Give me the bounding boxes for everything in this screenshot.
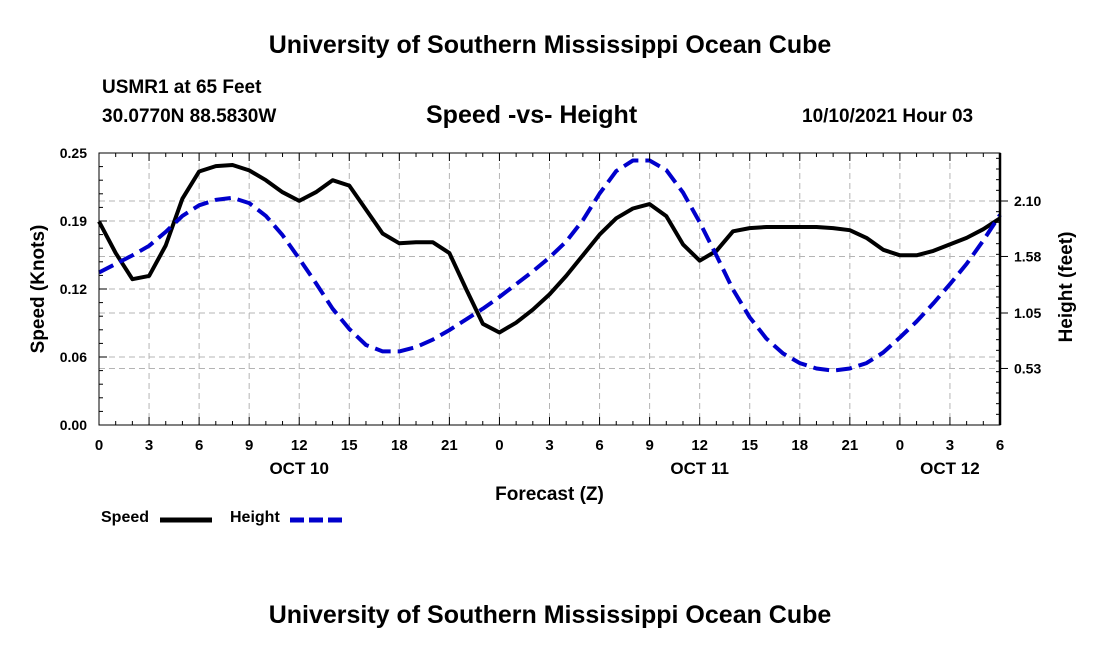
station-label: USMR1 at 65 Feet: [102, 77, 262, 98]
x-tick-label: 0: [95, 437, 103, 454]
chart-ticks: 0 3 6 9 12 15 18 21 0 3 6 9 12 15 18 21 0 3 6 OCT 10 OCT 11 O…: [60, 145, 1042, 478]
x-tick-label: 3: [946, 437, 954, 454]
series-line-height: [98, 158, 1002, 373]
x-tick-label: 18: [791, 437, 808, 454]
x-tick-label: 9: [245, 437, 253, 454]
x-date-label: OCT 10: [269, 459, 329, 478]
speed-height-chart: 0 3 6 9 12 15 18 21 0 3 6 9 12 15 18 21 0 3 6 OCT 10 OCT 11 O…: [28, 145, 1077, 505]
y-right-tick-label: 1.58: [1014, 248, 1041, 264]
x-date-label: OCT 11: [670, 459, 729, 478]
y-left-tick-label: 0.00: [60, 417, 87, 433]
y-left-tick-label: 0.06: [60, 349, 87, 365]
coordinates-label: 30.0770N 88.5830W: [102, 106, 277, 127]
x-tick-label: 3: [145, 437, 153, 454]
x-tick-label: 12: [691, 437, 708, 454]
x-tick-label: 15: [741, 437, 758, 454]
y-axis-left-label: Speed (Knots): [28, 225, 49, 354]
legend-height-swatch: [290, 517, 342, 523]
x-tick-label: 6: [996, 437, 1004, 454]
y-right-tick-label: 1.05: [1014, 305, 1041, 321]
chart-subtitle: Speed -vs- Height: [426, 101, 638, 129]
forecast-datetime: 10/10/2021 Hour 03: [802, 106, 974, 127]
x-tick-label: 9: [645, 437, 653, 454]
legend-speed-swatch: [160, 517, 212, 523]
x-tick-label: 3: [545, 437, 553, 454]
y-left-tick-label: 0.25: [60, 145, 87, 161]
legend-speed-label: Speed: [101, 509, 150, 526]
y-left-tick-label: 0.19: [60, 213, 87, 229]
x-tick-label: 6: [195, 437, 203, 454]
page-title: University of Southern Mississippi Ocean…: [268, 31, 832, 59]
x-date-label: OCT 12: [920, 459, 980, 478]
chart-series: [97, 158, 1002, 373]
legend-height-label: Height: [230, 509, 280, 526]
series-line-speed: [97, 163, 1002, 335]
x-tick-label: 18: [391, 437, 408, 454]
x-tick-label: 15: [341, 437, 358, 454]
footer-title: University of Southern Mississippi Ocean…: [268, 601, 832, 629]
x-tick-label: 12: [291, 437, 308, 454]
x-axis-label: Forecast (Z): [495, 484, 604, 505]
x-tick-label: 0: [896, 437, 904, 454]
y-right-tick-label: 0.53: [1014, 360, 1041, 376]
x-tick-label: 21: [441, 437, 458, 454]
y-axis-right-label: Height (feet): [1056, 232, 1077, 343]
y-right-tick-label: 2.10: [1014, 193, 1041, 209]
chart-grid: [99, 153, 1000, 425]
x-tick-label: 21: [841, 437, 858, 454]
x-tick-label: 0: [495, 437, 503, 454]
y-left-tick-label: 0.12: [60, 281, 87, 297]
x-tick-label: 6: [595, 437, 603, 454]
